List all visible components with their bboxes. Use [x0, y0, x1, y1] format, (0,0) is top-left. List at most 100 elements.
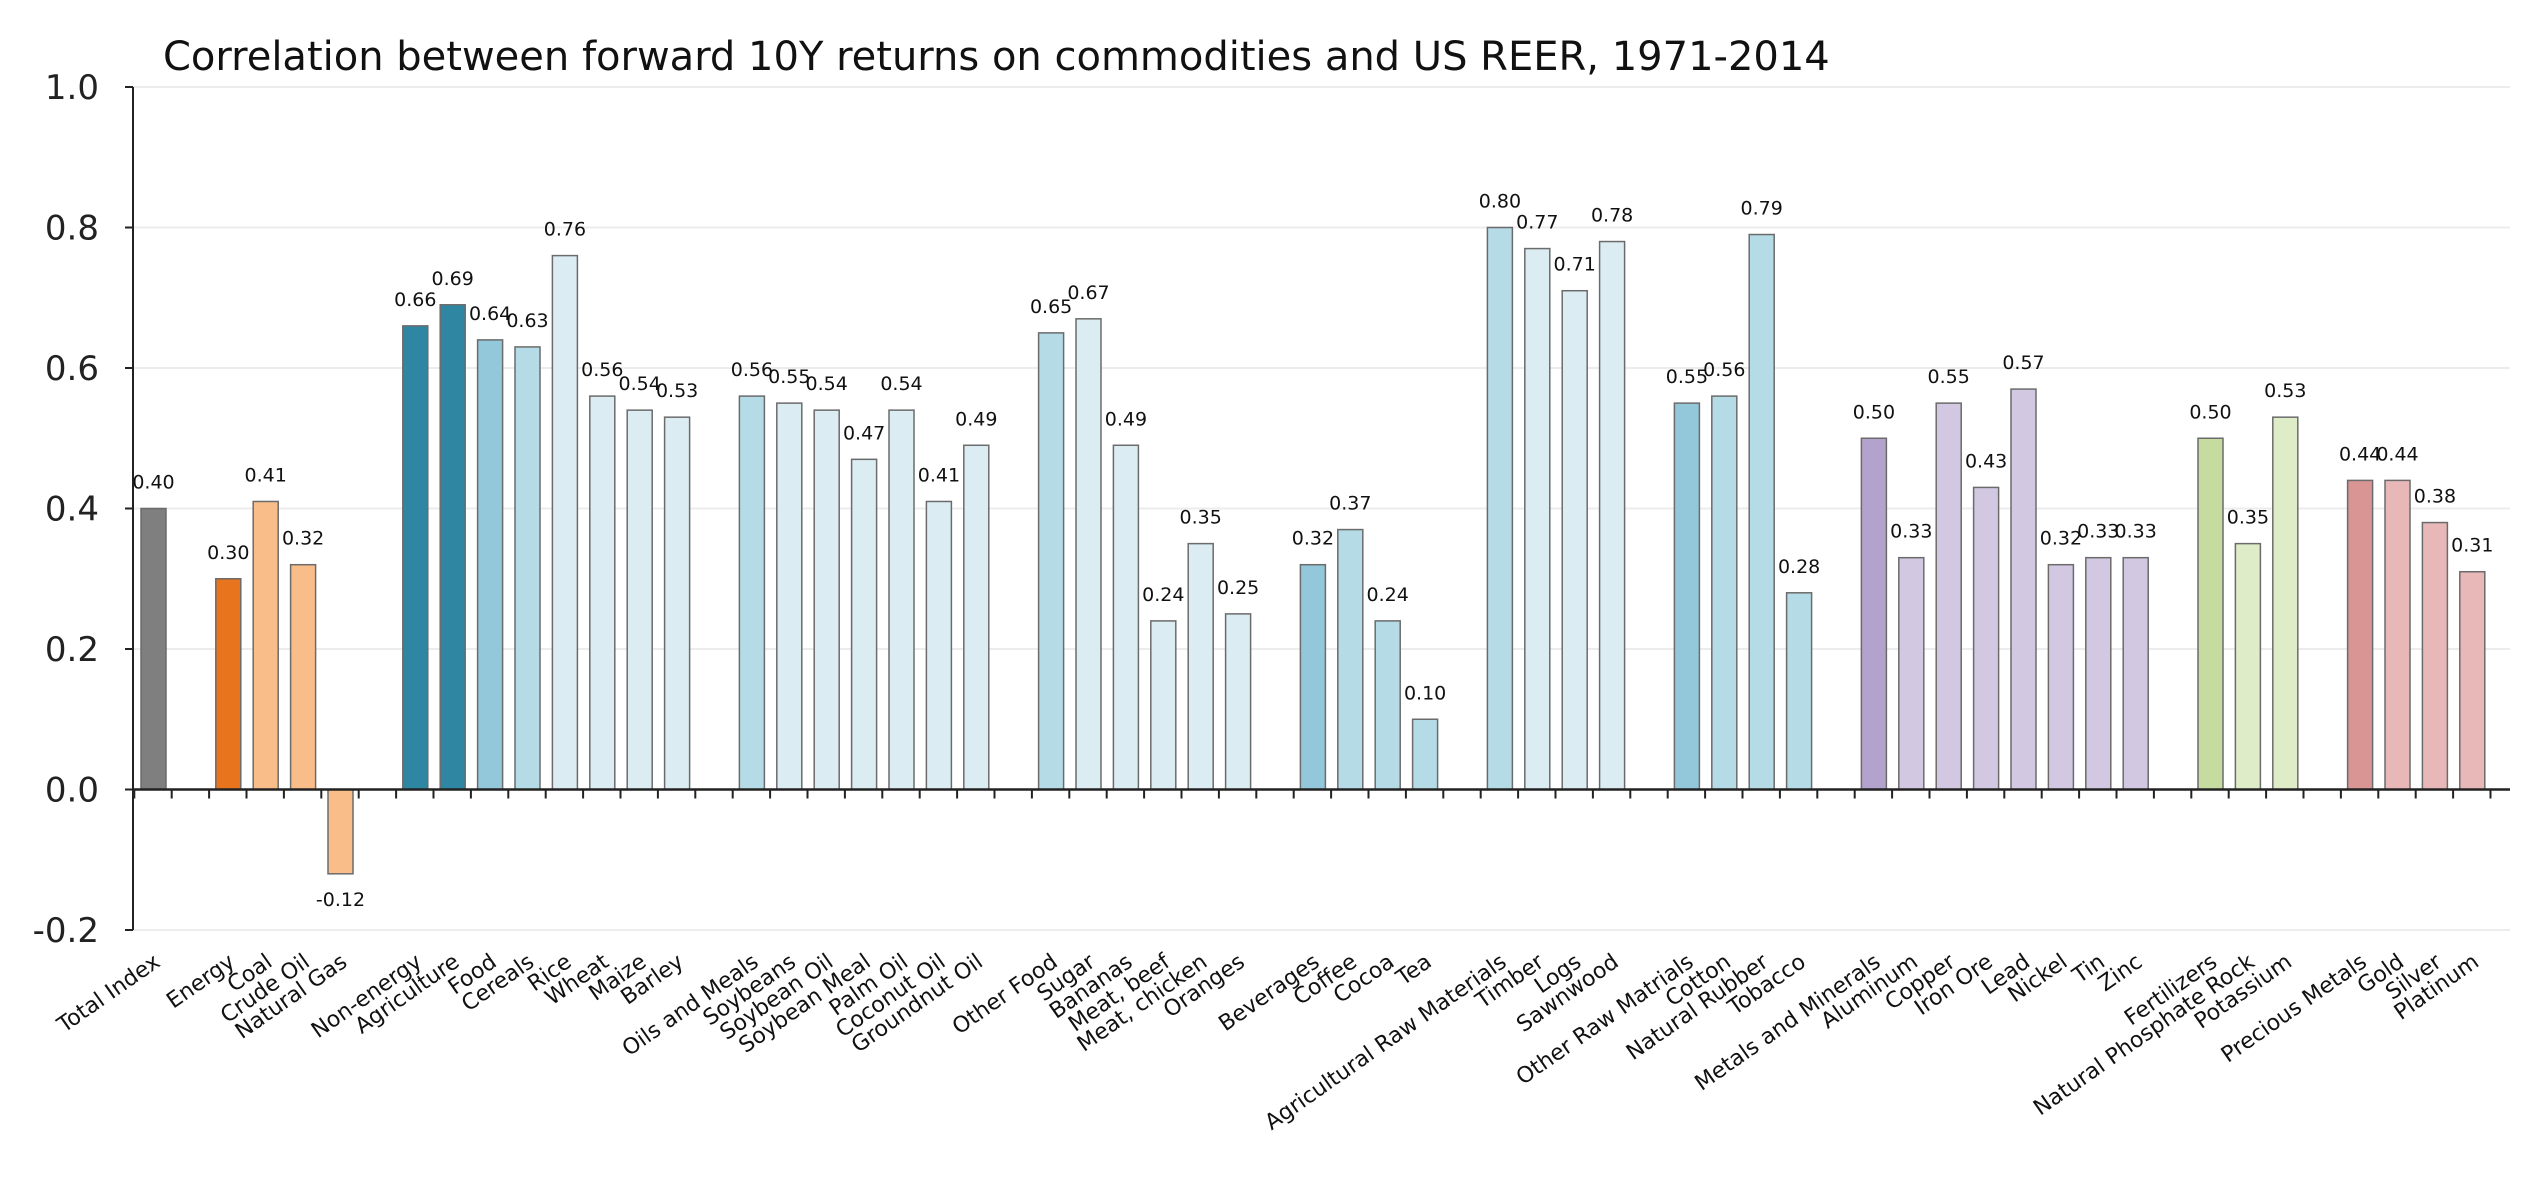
bar-coal [252, 500, 279, 791]
bar-food [476, 339, 504, 791]
value-label: 0.31 [2451, 535, 2493, 557]
y-tick-label: 0.6 [45, 349, 99, 389]
bar-energy [215, 578, 242, 791]
value-label: 0.47 [843, 422, 885, 444]
bar-rice [551, 254, 579, 791]
value-label: 0.49 [955, 408, 997, 430]
value-label: 0.55 [1928, 366, 1970, 388]
y-tick-label: -0.2 [33, 911, 99, 951]
y-tick-label: 0.2 [45, 630, 99, 670]
value-label: 0.50 [2189, 401, 2231, 423]
value-label: 0.28 [1778, 556, 1820, 578]
value-label: 0.40 [132, 472, 174, 494]
bar-agricultural-raw-materials [1486, 226, 1514, 791]
value-label: 0.50 [1853, 401, 1895, 423]
value-label: 0.80 [1479, 191, 1521, 213]
value-label: 0.33 [2115, 521, 2157, 543]
bar-potassium [2272, 416, 2299, 791]
value-label: 0.55 [1666, 366, 1708, 388]
bar-sawnwood [1598, 240, 1626, 791]
value-label: 0.10 [1404, 682, 1446, 704]
bar-fertilizers [2197, 437, 2224, 791]
bar-coconut-oil [925, 500, 953, 791]
bar-cocoa [1374, 620, 1401, 791]
value-label: 0.43 [1965, 450, 2007, 472]
bar-sugar [1075, 318, 1102, 791]
bar-natural-rubber [1748, 233, 1775, 791]
bar-coffee [1337, 528, 1364, 791]
value-label: 0.56 [731, 359, 773, 381]
bar-soybean-meal [850, 458, 878, 791]
bar-natural-phosphate-rock [2234, 542, 2262, 791]
bar-barley [663, 416, 691, 791]
value-label: 0.54 [806, 373, 848, 395]
bar-iron-ore [1972, 486, 2000, 791]
bar-other-raw-matrials [1673, 402, 1701, 791]
value-label: 0.41 [918, 464, 960, 486]
value-labels: 0.40 0.30 0.41 0.32 -0.12 0.660.69 0.640.63 0.7… [132, 191, 2493, 911]
value-label: 0.71 [1554, 254, 1596, 276]
bar-tin [2085, 556, 2112, 791]
bar-logs [1561, 289, 1588, 791]
value-label: 0.32 [282, 528, 324, 550]
bar-beverages [1299, 563, 1327, 791]
bar-platinum [2459, 570, 2486, 791]
value-label: -0.12 [316, 889, 365, 911]
bar-agriculture [439, 304, 466, 791]
value-label: 0.79 [1741, 198, 1783, 220]
bars [140, 226, 2486, 875]
bar-gold [2384, 479, 2411, 791]
bar-non-energy [402, 325, 429, 791]
value-label: 0.66 [394, 289, 436, 311]
value-label: 0.44 [2339, 443, 2381, 465]
bar-nickel [2047, 563, 2075, 791]
value-label: 0.32 [1292, 528, 1334, 550]
bar-other-food [1037, 332, 1065, 791]
value-label: 0.57 [2002, 352, 2044, 374]
value-label: 0.56 [581, 359, 623, 381]
bar-bananas [1112, 444, 1140, 791]
bar-silver [2421, 521, 2449, 791]
bar-soybeans [776, 402, 803, 791]
bar-groundnut-oil [963, 444, 990, 791]
value-label: 0.38 [2414, 486, 2456, 508]
axes [125, 86, 2510, 931]
y-tick-label: 1.0 [45, 68, 99, 108]
value-label: 0.41 [245, 464, 287, 486]
chart-title: Correlation between forward 10Y returns … [163, 34, 1830, 80]
bar-metals-and-minerals [1860, 437, 1888, 791]
bar-cotton [1711, 395, 1738, 791]
bar-meat-beef [1150, 620, 1177, 791]
bar-meat-chicken [1187, 542, 1214, 791]
bar-natural-gas [327, 788, 354, 875]
bar-crude-oil [289, 563, 317, 791]
bar-total-index [140, 507, 167, 791]
value-label: 0.55 [768, 366, 810, 388]
category-label: Zinc [2094, 949, 2147, 997]
value-label: 0.76 [544, 219, 586, 241]
value-label: 0.35 [2227, 507, 2269, 529]
value-label: 0.33 [1890, 521, 1932, 543]
bar-palm-oil [888, 409, 915, 791]
value-label: 0.67 [1067, 282, 1109, 304]
y-tick-label: 0.0 [45, 771, 99, 811]
y-tick-label: 0.4 [45, 490, 99, 530]
bar-tobacco [1785, 592, 1813, 791]
bar-soybean-oil [813, 409, 840, 791]
bar-copper [1935, 402, 1962, 791]
y-tick-label: 0.8 [45, 209, 99, 249]
bar-zinc [2122, 556, 2149, 791]
value-label: 0.78 [1591, 205, 1633, 227]
bar-maize [626, 409, 653, 791]
bar-cereals [514, 346, 541, 791]
category-label: Total Index [52, 949, 165, 1038]
value-label: 0.25 [1217, 577, 1259, 599]
bar-aluminum [1898, 556, 1925, 791]
bar-wheat [589, 395, 616, 791]
value-label: 0.37 [1329, 493, 1371, 515]
value-label: 0.54 [619, 373, 661, 395]
bar-tea [1411, 718, 1439, 791]
value-label: 0.77 [1516, 212, 1558, 234]
